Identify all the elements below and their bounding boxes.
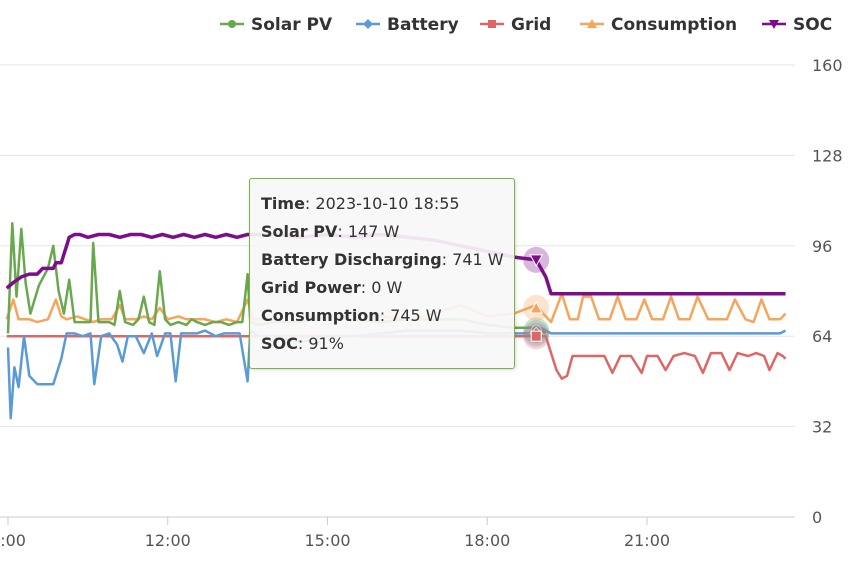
tooltip-consumption-value: 745 W (390, 306, 442, 325)
legend-label-solar-pv: Solar PV (251, 15, 333, 35)
hover-marker-consumption (529, 300, 544, 314)
legend-label-soc: SOC (793, 15, 832, 35)
legend-item-grid[interactable]: Grid (480, 15, 551, 35)
legend-marker-grid (488, 20, 496, 28)
legend-item-soc[interactable]: SOC (762, 15, 832, 35)
legend-item-solar-pv[interactable]: Solar PV (220, 15, 333, 35)
tooltip-grid-value: 0 W (371, 278, 403, 297)
legend-marker-consumption (587, 19, 597, 28)
legend-marker-solar-pv (228, 20, 236, 28)
tooltip-time-label: Time (261, 194, 305, 213)
tooltip-battery-row: Battery Discharging: 741 W (261, 250, 504, 269)
legend-marker-battery (363, 19, 373, 29)
y-tick-label-64: 64 (812, 327, 832, 346)
legend-label-battery: Battery (387, 15, 459, 35)
tooltip-solar-value: 147 W (347, 222, 400, 241)
hover-markers (523, 246, 550, 350)
tooltip-consumption-label: Consumption (261, 306, 380, 325)
hover-tooltip: Time: 2023-10-10 18:55 Solar PV: 147 W B… (249, 178, 515, 369)
x-tick-label-2: 15:00 (304, 531, 350, 550)
tooltip-solar-label: Solar PV (261, 222, 338, 241)
legend-label-consumption: Consumption (611, 15, 737, 35)
y-tick-label-128: 128 (812, 146, 843, 165)
tooltip-grid-row: Grid Power: 0 W (261, 278, 403, 297)
series-line-battery[interactable] (6, 326, 787, 420)
series-line-soc[interactable] (5, 232, 786, 296)
legend-item-battery[interactable]: Battery (356, 15, 459, 35)
tooltip-soc-label: SOC (261, 334, 298, 353)
y-tick-label-160: 160 (812, 56, 843, 75)
x-tick-label-3: 18:00 (464, 531, 510, 550)
x-tick-label-0: 9:00 (0, 531, 26, 550)
legend-item-consumption[interactable]: Consumption (580, 15, 737, 35)
tooltip-battery-value: 741 W (452, 250, 504, 269)
x-tick-label-1: 12:00 (145, 531, 191, 550)
y-axis-ticks: 0 32 64 96 128 160 (812, 56, 843, 527)
y-tick-label-32: 32 (812, 418, 832, 437)
tooltip-consumption-row: Consumption: 745 W (261, 306, 442, 325)
y-tick-label-0: 0 (812, 508, 822, 527)
tooltip-time-row: Time: 2023-10-10 18:55 (261, 194, 460, 213)
x-axis-ticks: 9:00 12:00 15:00 18:00 21:00 (0, 517, 670, 550)
tooltip-solar-row: Solar PV: 147 W (261, 222, 400, 241)
legend[interactable]: Solar PV Battery Grid Consumption SOC (220, 15, 832, 35)
hover-marker-soc (529, 254, 544, 267)
legend-marker-soc (769, 20, 779, 29)
tooltip-soc-row: SOC: 91% (261, 334, 344, 353)
tooltip-time-value: 2023-10-10 18:55 (315, 194, 460, 213)
tooltip-soc-value: 91% (308, 334, 344, 353)
hover-marker-grid (530, 330, 542, 342)
tooltip-battery-label: Battery Discharging (261, 250, 442, 269)
legend-label-grid: Grid (511, 15, 551, 35)
tooltip-grid-label: Grid Power (261, 278, 361, 297)
x-tick-label-4: 21:00 (624, 531, 670, 550)
y-tick-label-96: 96 (812, 237, 832, 256)
